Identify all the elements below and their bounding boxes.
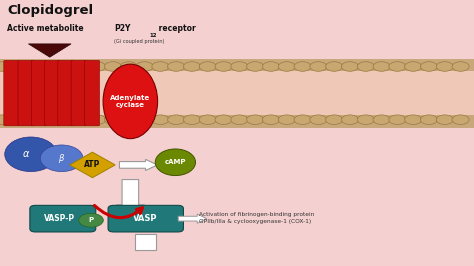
FancyBboxPatch shape xyxy=(4,60,19,126)
Circle shape xyxy=(104,115,121,124)
Circle shape xyxy=(9,115,27,124)
Bar xyxy=(0,71,474,115)
Circle shape xyxy=(136,62,153,71)
Circle shape xyxy=(168,115,185,124)
FancyArrow shape xyxy=(116,180,145,214)
Circle shape xyxy=(0,115,11,124)
Circle shape xyxy=(9,62,27,71)
Circle shape xyxy=(246,62,264,71)
Text: Adenylate
cyclase: Adenylate cyclase xyxy=(110,95,150,108)
Text: receptor: receptor xyxy=(156,24,196,33)
Text: cAMP: cAMP xyxy=(164,159,186,165)
Circle shape xyxy=(420,62,438,71)
Circle shape xyxy=(41,62,58,71)
Circle shape xyxy=(373,115,390,124)
Circle shape xyxy=(294,115,311,124)
Circle shape xyxy=(199,115,216,124)
Polygon shape xyxy=(28,44,71,57)
Text: P2Y: P2Y xyxy=(114,24,130,33)
Polygon shape xyxy=(70,152,115,178)
FancyBboxPatch shape xyxy=(18,60,33,126)
Text: P: P xyxy=(89,217,93,223)
Text: VASP: VASP xyxy=(133,214,158,223)
Circle shape xyxy=(168,62,185,71)
Text: ATP: ATP xyxy=(84,160,100,169)
Circle shape xyxy=(152,62,169,71)
Circle shape xyxy=(183,62,201,71)
FancyBboxPatch shape xyxy=(30,205,96,232)
Circle shape xyxy=(79,213,103,227)
Circle shape xyxy=(326,62,343,71)
Text: Activation of fibrinogen-binding protein: Activation of fibrinogen-binding protein xyxy=(199,213,314,217)
Text: α: α xyxy=(23,149,29,159)
Circle shape xyxy=(294,62,311,71)
Text: Clopidogrel: Clopidogrel xyxy=(7,4,93,17)
Ellipse shape xyxy=(5,137,57,172)
Circle shape xyxy=(26,62,43,71)
Circle shape xyxy=(357,62,374,71)
FancyBboxPatch shape xyxy=(45,60,60,126)
Circle shape xyxy=(389,115,406,124)
Circle shape xyxy=(104,62,121,71)
Text: Active metabolite: Active metabolite xyxy=(7,24,84,33)
FancyArrow shape xyxy=(119,159,157,171)
Ellipse shape xyxy=(40,145,83,172)
Circle shape xyxy=(357,115,374,124)
Circle shape xyxy=(436,62,453,71)
Circle shape xyxy=(405,115,422,124)
Circle shape xyxy=(420,115,438,124)
Circle shape xyxy=(57,115,74,124)
Circle shape xyxy=(310,115,327,124)
Circle shape xyxy=(215,62,232,71)
Circle shape xyxy=(183,115,201,124)
Text: GPIIb/IIIa & cyclooxygenase-1 (COX-1): GPIIb/IIIa & cyclooxygenase-1 (COX-1) xyxy=(199,219,311,224)
Ellipse shape xyxy=(103,64,157,139)
Circle shape xyxy=(263,115,280,124)
Circle shape xyxy=(231,115,248,124)
Text: 12: 12 xyxy=(149,33,157,38)
Circle shape xyxy=(326,115,343,124)
Circle shape xyxy=(57,62,74,71)
FancyBboxPatch shape xyxy=(108,205,183,232)
Circle shape xyxy=(278,115,295,124)
Circle shape xyxy=(89,62,106,71)
Circle shape xyxy=(152,115,169,124)
Text: VASP-P: VASP-P xyxy=(44,214,75,223)
Circle shape xyxy=(263,62,280,71)
Circle shape xyxy=(0,62,11,71)
Circle shape xyxy=(41,115,58,124)
Circle shape xyxy=(215,115,232,124)
Circle shape xyxy=(310,62,327,71)
Circle shape xyxy=(452,62,469,71)
Text: β: β xyxy=(58,154,64,163)
FancyBboxPatch shape xyxy=(71,60,86,126)
Circle shape xyxy=(231,62,248,71)
Circle shape xyxy=(246,115,264,124)
FancyBboxPatch shape xyxy=(84,60,100,126)
FancyArrow shape xyxy=(178,214,207,223)
Circle shape xyxy=(389,62,406,71)
Circle shape xyxy=(120,115,137,124)
Circle shape xyxy=(341,115,358,124)
Bar xyxy=(135,234,156,250)
Circle shape xyxy=(136,115,153,124)
Circle shape xyxy=(89,115,106,124)
Bar xyxy=(0,59,474,128)
Circle shape xyxy=(405,62,422,71)
Circle shape xyxy=(26,115,43,124)
Circle shape xyxy=(199,62,216,71)
Circle shape xyxy=(341,62,358,71)
FancyBboxPatch shape xyxy=(31,60,46,126)
Circle shape xyxy=(73,62,90,71)
Text: (Gi coupled protein): (Gi coupled protein) xyxy=(114,39,164,44)
FancyBboxPatch shape xyxy=(58,60,73,126)
Circle shape xyxy=(373,62,390,71)
Circle shape xyxy=(436,115,453,124)
Circle shape xyxy=(278,62,295,71)
Circle shape xyxy=(452,115,469,124)
Circle shape xyxy=(120,62,137,71)
Circle shape xyxy=(73,115,90,124)
Ellipse shape xyxy=(155,149,195,176)
